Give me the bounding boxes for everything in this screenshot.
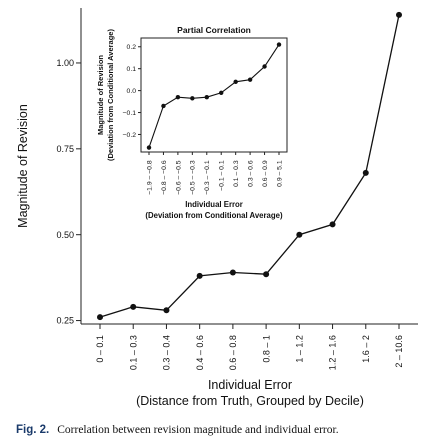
caption-label: Fig. 2. [16, 424, 50, 436]
main-x-tick-label: 0.8 – 1 [261, 335, 271, 363]
inset-x-tick-label: −0.1 – 0.1 [219, 160, 226, 191]
inset-data-point [190, 96, 195, 101]
main-data-point [229, 269, 236, 276]
main-data-point [396, 11, 402, 18]
main-x-tick-label: 1.6 – 2 [361, 335, 371, 363]
main-x-axis-sublabel: (Distance from Truth, Grouped by Decile) [136, 394, 364, 408]
inset-series-line [148, 44, 280, 148]
inset-x-tick-label: −0.8 – −0.6 [161, 160, 168, 195]
inset-x-tick-label: 0.6 – 0.9 [262, 160, 269, 187]
main-x-tick-label: 0.1 – 0.3 [128, 335, 138, 370]
inset-data-point [233, 79, 238, 85]
main-x-tick-label: 0 – 0.1 [95, 335, 105, 363]
inset-data-point [161, 103, 166, 109]
inset-x-tick-label: −0.5 – −0.3 [190, 160, 197, 195]
inset-title: Partial Correlation [177, 25, 251, 35]
inset-x-tick-label: 0.1 – 0.3 [233, 160, 240, 187]
inset-data-point [247, 77, 253, 82]
inset-x-tick-label: 0.9 – 5.1 [276, 160, 283, 187]
main-y-tick-label: 0.75 [56, 144, 74, 154]
inset-y-tick-label: −0.1 [123, 110, 137, 117]
inset-y-tick-label: 0.2 [127, 44, 137, 51]
inset-x-tick-label: 0.3 – 0.6 [247, 160, 254, 187]
main-data-point [263, 271, 270, 278]
inset-y-tick-label: 0.1 [127, 66, 137, 73]
main-data-point [97, 314, 103, 321]
main-y-tick-label: 1.00 [56, 58, 74, 68]
main-data-point [329, 221, 336, 228]
inset-y-axis-sublabel: (Deviation from Conditional Average) [106, 29, 115, 161]
main-x-tick-label: 1.2 – 1.6 [328, 335, 338, 370]
main-y-tick-label: 0.25 [56, 316, 74, 326]
inset-data-point [146, 145, 152, 150]
main-x-tick-label: 0.3 – 0.4 [162, 335, 172, 370]
main-data-point [130, 303, 137, 310]
main-data-point [163, 307, 170, 314]
inset-x-tick-label: −0.3 – −0.1 [204, 160, 211, 195]
main-x-tick-label: 0.4 – 0.6 [195, 335, 205, 370]
main-data-point [362, 169, 369, 176]
inset-data-point [175, 94, 181, 100]
caption-text: Correlation between revision magnitude a… [57, 424, 339, 436]
inset-x-tick-label: −1.9 – −0.8 [146, 160, 153, 195]
main-plot: 0.25 0.50 0.75 1.00 0 – 0.1 0.1 – 0.3 0.3 – 0.… [16, 8, 418, 408]
figure-caption: Fig. 2. Correlation between revision magn… [16, 424, 426, 436]
inset-x-tick-label: −0.6 – −0.5 [175, 160, 182, 195]
main-y-tick-label: 0.50 [56, 230, 74, 240]
inset-data-point [204, 94, 209, 100]
main-x-tick-label: 0.6 – 0.8 [228, 335, 238, 370]
main-data-point [196, 272, 203, 279]
chart-canvas: 0.25 0.50 0.75 1.00 0 – 0.1 0.1 – 0.3 0.3 – 0.… [16, 8, 418, 408]
inset-x-axis-sublabel: (Deviation from Conditional Average) [145, 211, 283, 220]
main-x-tick-label: 2 – 10.6 [394, 335, 404, 368]
main-x-axis-label: Individual Error [208, 378, 292, 392]
inset-y-tick-label: −0.2 [123, 132, 137, 139]
inset-y-axis-label: Magnitude of Revision [96, 55, 105, 135]
inset-x-axis-label: Individual Error [185, 200, 243, 209]
main-y-axis-label: Magnitude of Revision [16, 104, 30, 228]
main-x-tick-label: 1 – 1.2 [294, 335, 304, 363]
main-data-point [296, 231, 303, 238]
inset-data-point [262, 64, 267, 69]
inset-data-point [276, 42, 282, 47]
inset-y-tick-label: 0.0 [127, 88, 137, 95]
inset-data-point [219, 90, 224, 96]
inset-plot: −0.2−0.10.00.10.2−1.9 – −0.8 −0.8 – −0.6−… [96, 25, 288, 220]
main-series-line [99, 14, 400, 318]
